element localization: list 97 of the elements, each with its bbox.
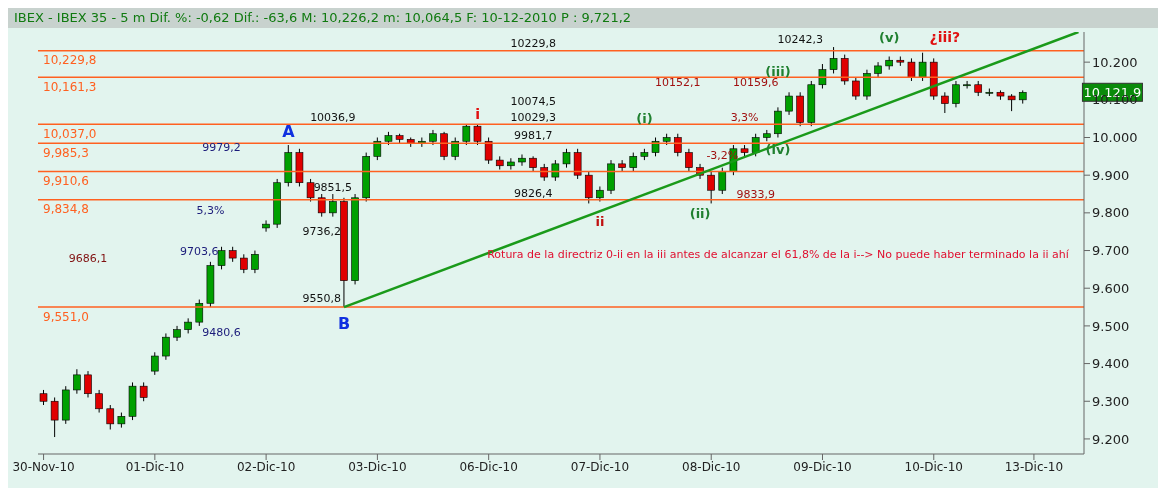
candlestick [840, 54, 849, 86]
candlestick [507, 157, 515, 171]
annotation: 10242,3 [777, 32, 823, 46]
candlestick [150, 351, 159, 376]
annotation: Rotura de la directriz 0-ii en la iii antes de alcanzar el 61,8% de la i--> No puede haber terminado la ii ahí [487, 248, 1070, 262]
candlestick [473, 123, 482, 146]
annotation: ii [595, 213, 605, 229]
candlestick [863, 69, 871, 101]
ref-line-label: 10,161,3 [43, 79, 97, 94]
candlestick [718, 167, 727, 195]
candlestick [618, 159, 626, 172]
candlestick [95, 389, 103, 414]
y-tick-label: 10.200 [1092, 54, 1138, 70]
candlestick [562, 148, 571, 169]
candlestick [852, 76, 860, 101]
x-tick-label: 13-Dic-10 [1004, 459, 1064, 474]
annotation: 3,3% [730, 110, 759, 124]
candlestick [918, 52, 927, 82]
candlestick [774, 106, 782, 138]
candlestick [829, 46, 838, 74]
candlestick [162, 332, 170, 361]
annotation: 9686,1 [68, 251, 108, 265]
y-tick-label: 9.600 [1092, 280, 1130, 296]
ref-line-label: 10,229,8 [43, 53, 97, 68]
annotation: B [337, 313, 351, 333]
annotation: 10074,5 [510, 95, 556, 109]
candlestick [907, 57, 916, 82]
candlestick [440, 131, 448, 161]
candlestick [584, 170, 593, 204]
y-tick-label: 9.300 [1092, 393, 1130, 409]
ref-line-label: 10,037,0 [43, 126, 97, 141]
chart-title: IBEX - IBEX 35 - 5 m Dif. %: -0,62 Dif.: -63,6 M: 10,226,2 m: 10,064,5 F: 10-12-2010 P : 9,721,2 [8, 8, 1158, 28]
annotation: A [282, 122, 296, 142]
y-tick-label: 9.400 [1092, 356, 1130, 372]
ref-line-label: 9,834,8 [43, 202, 89, 217]
candlestick [963, 80, 971, 90]
x-tick-label: 01-Dic-10 [125, 459, 185, 474]
x-tick-label: 08-Dic-10 [682, 459, 741, 474]
annotation: (ii) [689, 206, 711, 222]
ref-line-label: 9,910,6 [43, 173, 89, 188]
annotation: 9979,2 [202, 141, 241, 155]
y-tick-label: 10.000 [1092, 130, 1138, 146]
candlestick [685, 148, 693, 172]
candlestick [462, 123, 471, 146]
candlestick [785, 91, 793, 116]
annotation: (v) [879, 30, 900, 46]
y-tick-label: 9.900 [1092, 167, 1130, 183]
annotation: (iv) [765, 142, 791, 158]
y-tick-label: 9.500 [1092, 318, 1130, 334]
y-tick-label: 9.800 [1092, 205, 1130, 221]
candlestick [73, 368, 81, 395]
annotation: 10152,1 [655, 75, 701, 89]
x-tick-label: 09-Dic-10 [793, 459, 852, 474]
x-tick-label: 02-Dic-10 [236, 459, 296, 474]
annotation: 9736,2 [302, 225, 342, 239]
candlestick [329, 193, 337, 218]
annotation: 10036,9 [310, 110, 356, 124]
y-tick-label: 9.200 [1092, 431, 1130, 447]
candlestick [707, 170, 715, 204]
candlestick [629, 152, 638, 172]
annotation: 10229,8 [510, 36, 556, 50]
annotation: 5,3% [196, 204, 225, 218]
candlestick [217, 246, 226, 270]
x-tick-label: 10-Dic-10 [904, 459, 963, 474]
candlestick [139, 381, 148, 402]
candlestick [941, 91, 949, 114]
y-tick-label: 9.700 [1092, 243, 1130, 259]
annotation: 9703,6 [180, 245, 219, 259]
annotation: 9480,6 [202, 325, 241, 339]
annotation: ¿iii? [929, 28, 961, 45]
candlestick [50, 396, 59, 438]
annotation: 9981,7 [513, 128, 553, 142]
annotation: 9851,5 [313, 180, 353, 194]
annotation: 9826,4 [513, 187, 553, 201]
x-tick-label: 06-Dic-10 [459, 459, 518, 474]
x-tick-label: 03-Dic-10 [348, 459, 407, 474]
candlestick [596, 185, 604, 203]
x-tick-label: 07-Dic-10 [570, 459, 630, 474]
candlestick [106, 404, 115, 431]
ref-line-label: 9,551,0 [43, 309, 89, 324]
annotation: (i) [636, 110, 653, 126]
annotation: 9550,8 [302, 291, 342, 305]
candlestick [952, 80, 960, 108]
candlestick [262, 219, 270, 233]
candlestick [195, 299, 204, 327]
candlestick [573, 148, 582, 180]
candlestick [484, 137, 493, 165]
candlestick [84, 370, 92, 398]
x-tick-label: 30-Nov-10 [12, 459, 75, 474]
candlestick [306, 178, 315, 203]
ref-line-label: 9,985,3 [43, 145, 89, 160]
annotation: 10029,3 [510, 110, 556, 124]
annotation: i [475, 105, 480, 122]
candlestick [240, 253, 248, 274]
candlestick [251, 250, 259, 274]
candlestick [518, 153, 526, 167]
annotation: 9833,9 [736, 187, 775, 201]
